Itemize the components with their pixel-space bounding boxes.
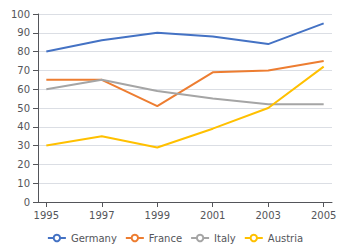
svg-text:50: 50 — [17, 103, 30, 114]
svg-text:Italy: Italy — [214, 233, 236, 244]
svg-text:20: 20 — [17, 159, 30, 170]
svg-text:70: 70 — [17, 65, 30, 76]
svg-text:1999: 1999 — [145, 210, 170, 221]
svg-text:100: 100 — [11, 9, 30, 20]
svg-text:30: 30 — [17, 140, 30, 151]
svg-text:2003: 2003 — [255, 210, 280, 221]
svg-text:1997: 1997 — [89, 210, 114, 221]
svg-text:Austria: Austria — [268, 233, 303, 244]
svg-text:France: France — [149, 233, 182, 244]
svg-text:90: 90 — [17, 27, 30, 38]
svg-text:2001: 2001 — [200, 210, 225, 221]
svg-text:10: 10 — [17, 178, 30, 189]
svg-text:2005: 2005 — [311, 210, 336, 221]
svg-text:0: 0 — [24, 197, 30, 208]
svg-text:60: 60 — [17, 84, 30, 95]
svg-text:Germany: Germany — [71, 233, 117, 244]
svg-text:40: 40 — [17, 121, 30, 132]
svg-text:1995: 1995 — [34, 210, 59, 221]
svg-text:80: 80 — [17, 46, 30, 57]
